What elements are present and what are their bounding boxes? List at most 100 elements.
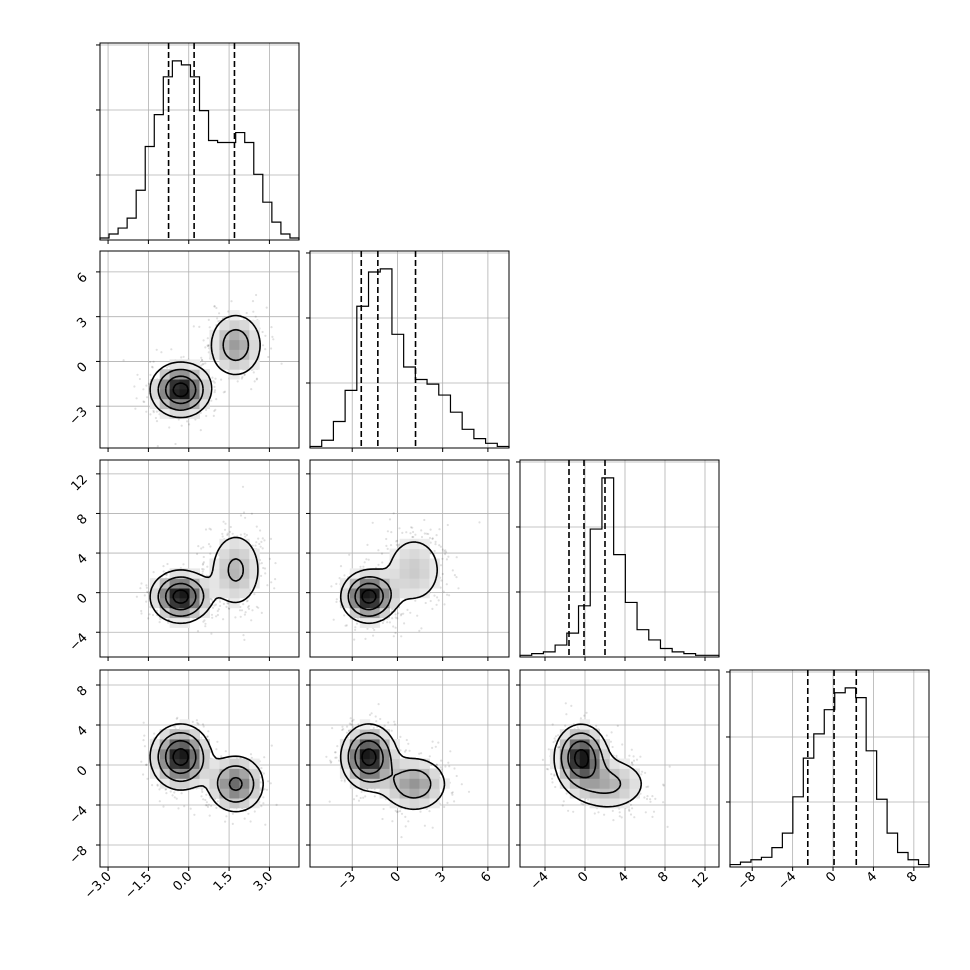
density-cell (359, 768, 371, 779)
sample-point (239, 615, 242, 618)
sample-point (252, 310, 255, 313)
sample-point (397, 545, 400, 548)
sample-point (220, 378, 223, 381)
sample-point (201, 567, 204, 571)
sample-point (219, 604, 222, 608)
sample-point (423, 518, 426, 522)
sample-point (220, 755, 223, 758)
density-cell (229, 320, 240, 331)
sample-point (139, 587, 142, 590)
sample-point (345, 624, 348, 627)
sample-point (408, 749, 411, 752)
sample-point (366, 627, 369, 630)
sample-point (440, 759, 443, 762)
density-cell (169, 379, 180, 390)
sample-point (240, 609, 244, 612)
density-cell (199, 758, 210, 769)
sample-point (347, 729, 351, 733)
sample-point (429, 599, 432, 603)
sample-point (212, 414, 215, 417)
sample-point (211, 606, 215, 609)
density-cell (219, 349, 230, 360)
sample-point (344, 624, 347, 627)
density-cell (169, 369, 180, 380)
density-cell (199, 369, 210, 380)
sample-point (201, 570, 204, 573)
density-cell (169, 758, 180, 769)
sample-point (202, 568, 205, 571)
sample-point (224, 820, 227, 823)
sample-point (250, 619, 253, 622)
sample-point (411, 526, 414, 529)
sample-point (366, 543, 369, 547)
sample-point (217, 608, 220, 611)
sample-point (258, 542, 261, 546)
sample-point (335, 582, 338, 586)
sample-point (223, 390, 227, 393)
density-cell (349, 739, 361, 750)
sample-point (451, 569, 454, 572)
sample-point (200, 736, 203, 739)
density-cell (229, 339, 240, 350)
sample-point (225, 605, 228, 609)
sample-point (431, 826, 434, 829)
density-cell (389, 597, 400, 609)
sample-point (218, 598, 221, 601)
sample-point (212, 380, 215, 383)
sample-point (409, 611, 412, 614)
panel-frame (729, 669, 930, 868)
density-cell (159, 588, 171, 599)
sample-point (164, 788, 167, 791)
sample-point (446, 801, 449, 805)
sample-point (142, 739, 145, 742)
sample-point (262, 566, 265, 570)
sample-point (433, 549, 436, 553)
pair-panel-3-0 (96, 669, 300, 871)
sample-point (431, 537, 434, 540)
density-cell (209, 329, 220, 341)
sample-point (392, 512, 395, 515)
sample-point (434, 745, 437, 748)
sample-point (445, 583, 448, 586)
sample-point (217, 320, 220, 323)
panel-frame (309, 669, 510, 868)
sample-point (269, 782, 272, 785)
sample-point (211, 376, 214, 379)
density-cell (219, 798, 230, 809)
density-cell (179, 748, 190, 760)
density-cell (409, 758, 420, 769)
sample-point (446, 523, 449, 527)
sample-point (273, 587, 276, 590)
sample-point (226, 532, 229, 535)
sample-point (385, 537, 388, 541)
density-cell (349, 758, 361, 769)
pair-inner (100, 460, 299, 657)
sample-point (429, 528, 432, 531)
sample-point (143, 594, 146, 597)
sample-point (221, 535, 224, 538)
sample-point (158, 788, 161, 791)
panel-frame (99, 42, 300, 241)
density-cell (219, 538, 230, 550)
sample-point (246, 599, 249, 602)
density-cell (239, 578, 250, 589)
pair-inner (100, 670, 299, 867)
sample-point (351, 720, 354, 723)
sample-point (402, 612, 405, 615)
sample-point (420, 627, 423, 630)
sample-point (390, 729, 393, 732)
density-cell (149, 597, 161, 609)
sample-point (392, 635, 395, 638)
density-cell (389, 768, 400, 779)
sample-point (443, 550, 446, 553)
sample-point (330, 760, 333, 763)
density-cell (409, 568, 420, 579)
density-cell (159, 388, 171, 400)
sample-point (394, 631, 397, 635)
sample-point (213, 305, 216, 308)
density-cell (339, 597, 351, 609)
sample-point (441, 572, 444, 576)
sample-point (207, 543, 211, 546)
sample-point (243, 373, 246, 376)
sample-point (229, 525, 232, 529)
